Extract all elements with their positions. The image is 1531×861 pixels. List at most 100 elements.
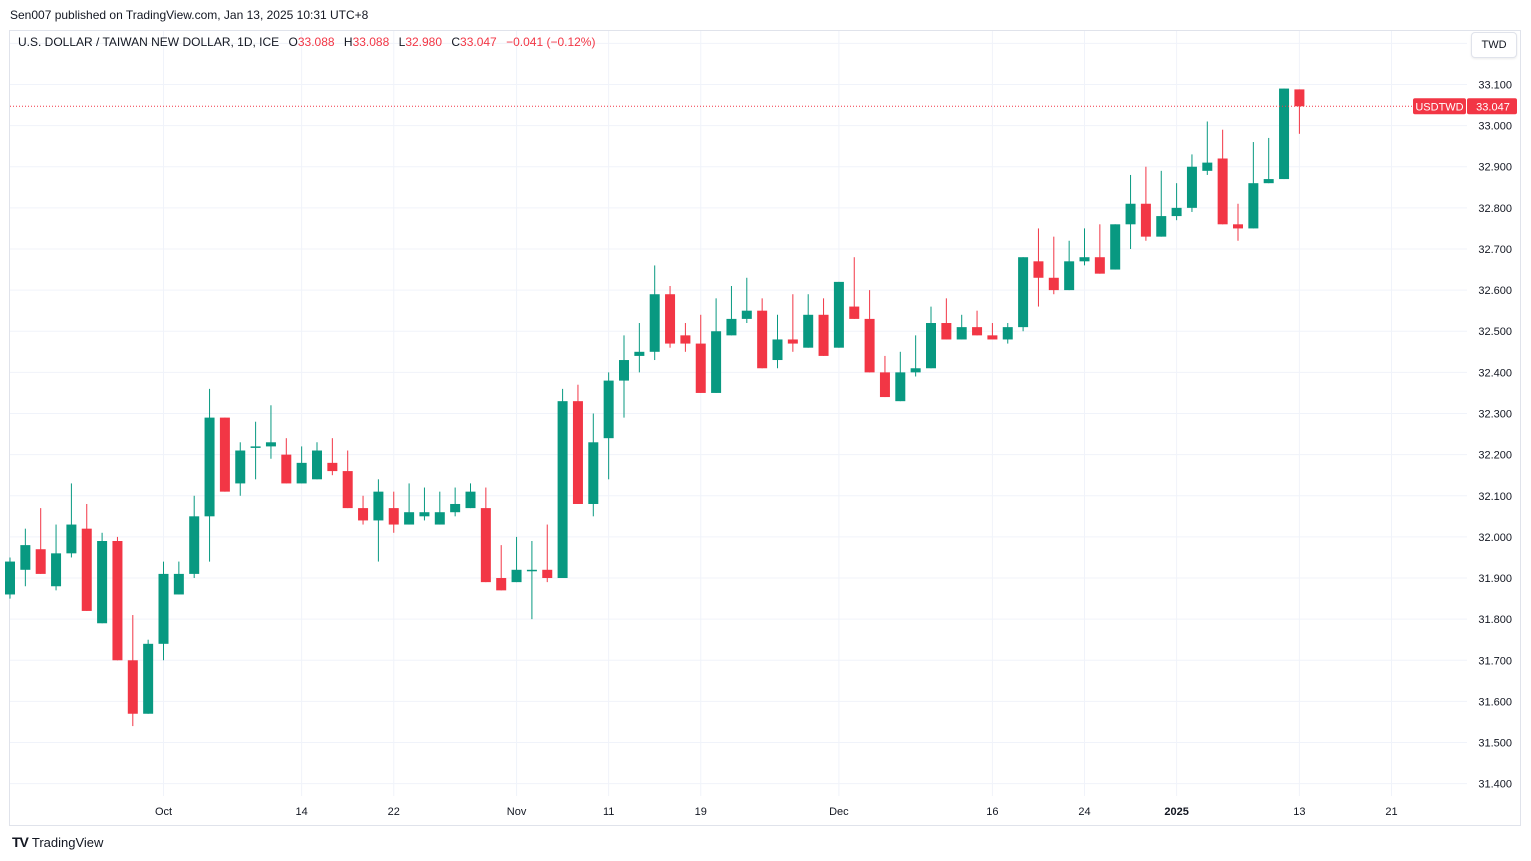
candle bbox=[572, 384, 583, 504]
candle bbox=[465, 483, 476, 509]
candle-body bbox=[726, 318, 737, 336]
candle-body bbox=[1079, 257, 1090, 262]
candle-body bbox=[465, 491, 476, 509]
candle-body bbox=[143, 643, 154, 714]
candle-body bbox=[81, 528, 92, 611]
candle bbox=[265, 405, 276, 459]
candle-body bbox=[511, 569, 522, 583]
candle bbox=[1248, 142, 1259, 229]
candle-body bbox=[572, 401, 583, 504]
candle bbox=[20, 528, 31, 587]
candle bbox=[1217, 129, 1228, 225]
candle-body bbox=[926, 323, 936, 369]
candle-body bbox=[204, 417, 215, 517]
candle bbox=[787, 294, 798, 352]
candle bbox=[235, 442, 246, 496]
x-tick-label: 13 bbox=[1293, 806, 1305, 818]
candle-body bbox=[634, 351, 645, 356]
x-tick-label: 14 bbox=[296, 806, 308, 818]
candle-body bbox=[1140, 203, 1151, 237]
candle-body bbox=[1263, 179, 1274, 184]
candle-body bbox=[649, 294, 660, 352]
candle bbox=[1171, 183, 1182, 221]
candle-body bbox=[1018, 257, 1029, 328]
candle bbox=[358, 495, 369, 525]
candle-body bbox=[619, 360, 629, 381]
x-tick-label: Dec bbox=[829, 806, 849, 818]
candle-body bbox=[987, 335, 998, 340]
candle-body bbox=[833, 281, 844, 348]
candle bbox=[404, 483, 415, 525]
tradingview-brand[interactable]: TV TradingView bbox=[12, 834, 103, 850]
time-axis: Oct 14 22 Nov 11 19 Dec 16 24 2025 13 21 bbox=[155, 806, 1398, 818]
candle-body bbox=[603, 380, 614, 439]
candle-body bbox=[127, 660, 138, 714]
candle bbox=[51, 524, 62, 591]
currency-button[interactable]: TWD bbox=[1471, 32, 1517, 58]
candle bbox=[864, 290, 875, 373]
y-tick-label: 31.800 bbox=[1478, 614, 1512, 626]
candle-body bbox=[526, 569, 537, 572]
candle-body bbox=[1202, 162, 1213, 171]
candle-body bbox=[189, 516, 200, 574]
y-tick-label: 33.100 bbox=[1478, 79, 1512, 91]
candle-body bbox=[388, 508, 399, 525]
candle bbox=[1064, 240, 1075, 291]
candle-body bbox=[941, 323, 952, 340]
candle bbox=[757, 298, 768, 369]
candle bbox=[312, 442, 322, 480]
price-tag-label: 33.047 bbox=[1476, 101, 1510, 113]
candle bbox=[833, 281, 844, 348]
candle-body bbox=[97, 541, 108, 624]
y-tick-label: 31.600 bbox=[1478, 696, 1512, 708]
candle-body bbox=[787, 339, 798, 344]
candle bbox=[81, 503, 92, 611]
tradingview-logo-icon: TV bbox=[12, 834, 29, 850]
candle bbox=[1033, 228, 1044, 307]
candle bbox=[526, 541, 537, 620]
candle bbox=[219, 417, 230, 492]
x-tick-label: 11 bbox=[603, 806, 614, 818]
brand-name: TradingView bbox=[31, 834, 104, 850]
candle bbox=[634, 323, 645, 373]
candle bbox=[711, 298, 722, 393]
candle bbox=[1233, 203, 1243, 241]
candle-body bbox=[956, 327, 967, 340]
candle-body bbox=[450, 503, 461, 513]
candle bbox=[726, 286, 737, 336]
candle bbox=[1263, 137, 1274, 184]
candle-body bbox=[265, 442, 276, 447]
candle-body bbox=[281, 454, 292, 484]
chart-frame bbox=[9, 30, 1521, 826]
y-tick-label: 32.600 bbox=[1478, 285, 1512, 297]
candle-body bbox=[1294, 89, 1305, 107]
candle-body bbox=[434, 512, 445, 525]
open-value: 33.088 bbox=[297, 35, 335, 49]
candle bbox=[419, 487, 430, 521]
symbol-tag bbox=[1413, 98, 1466, 115]
candle-body bbox=[1094, 257, 1105, 274]
candle bbox=[281, 438, 292, 484]
candle-body bbox=[51, 553, 62, 587]
candle-body bbox=[250, 446, 261, 448]
candle bbox=[373, 479, 384, 562]
candle bbox=[327, 438, 338, 476]
candle-body bbox=[1186, 166, 1197, 208]
candle-body bbox=[803, 314, 814, 348]
candle-body bbox=[864, 318, 875, 373]
candle bbox=[1202, 121, 1213, 175]
candle-body bbox=[20, 545, 31, 570]
candle bbox=[189, 495, 200, 579]
candle-body bbox=[158, 573, 169, 644]
candle bbox=[66, 483, 77, 558]
candle-body bbox=[1064, 261, 1075, 291]
candle-body bbox=[1125, 203, 1136, 225]
candle-body bbox=[910, 368, 921, 373]
candle-body bbox=[1248, 183, 1259, 229]
candle-body bbox=[496, 578, 507, 591]
candle bbox=[879, 355, 890, 398]
y-tick-label: 32.000 bbox=[1478, 532, 1512, 544]
candle bbox=[296, 446, 307, 484]
candle-body bbox=[296, 462, 307, 484]
